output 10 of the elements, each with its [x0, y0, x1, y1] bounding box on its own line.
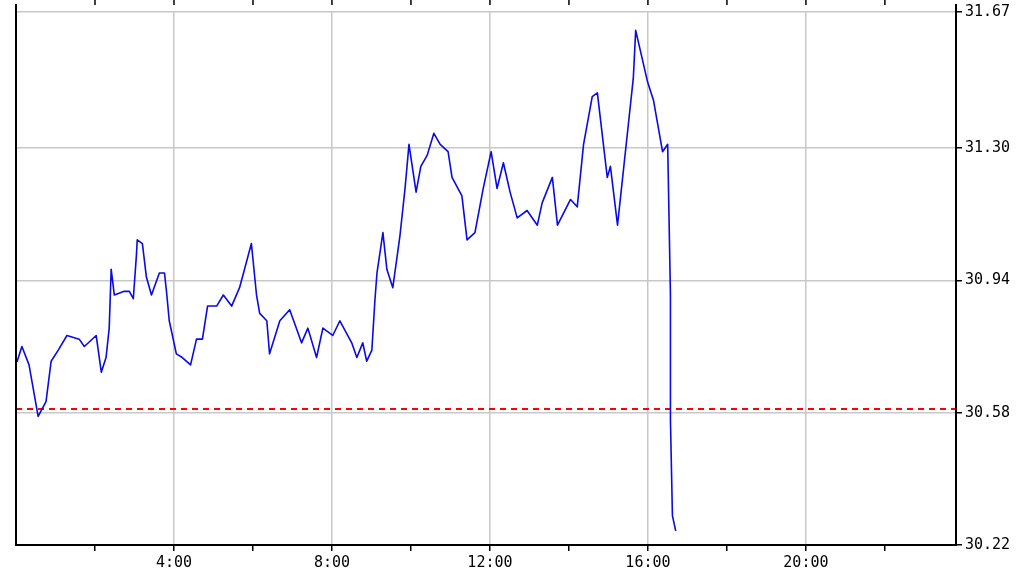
x-tick-label: 16:00 — [625, 552, 671, 571]
y-tick-label: 31.67 — [965, 1, 1011, 20]
y-tick-label: 30.58 — [965, 402, 1011, 421]
x-tick-label: 20:00 — [783, 552, 829, 571]
x-tick-label: 8:00 — [313, 552, 351, 571]
y-tick-label: 30.22 — [965, 534, 1011, 553]
y-tick-label: 30.94 — [965, 270, 1011, 289]
x-tick-label: 4:00 — [155, 552, 193, 571]
x-tick-label: 12:00 — [467, 552, 513, 571]
y-tick-label: 31.30 — [965, 137, 1011, 156]
